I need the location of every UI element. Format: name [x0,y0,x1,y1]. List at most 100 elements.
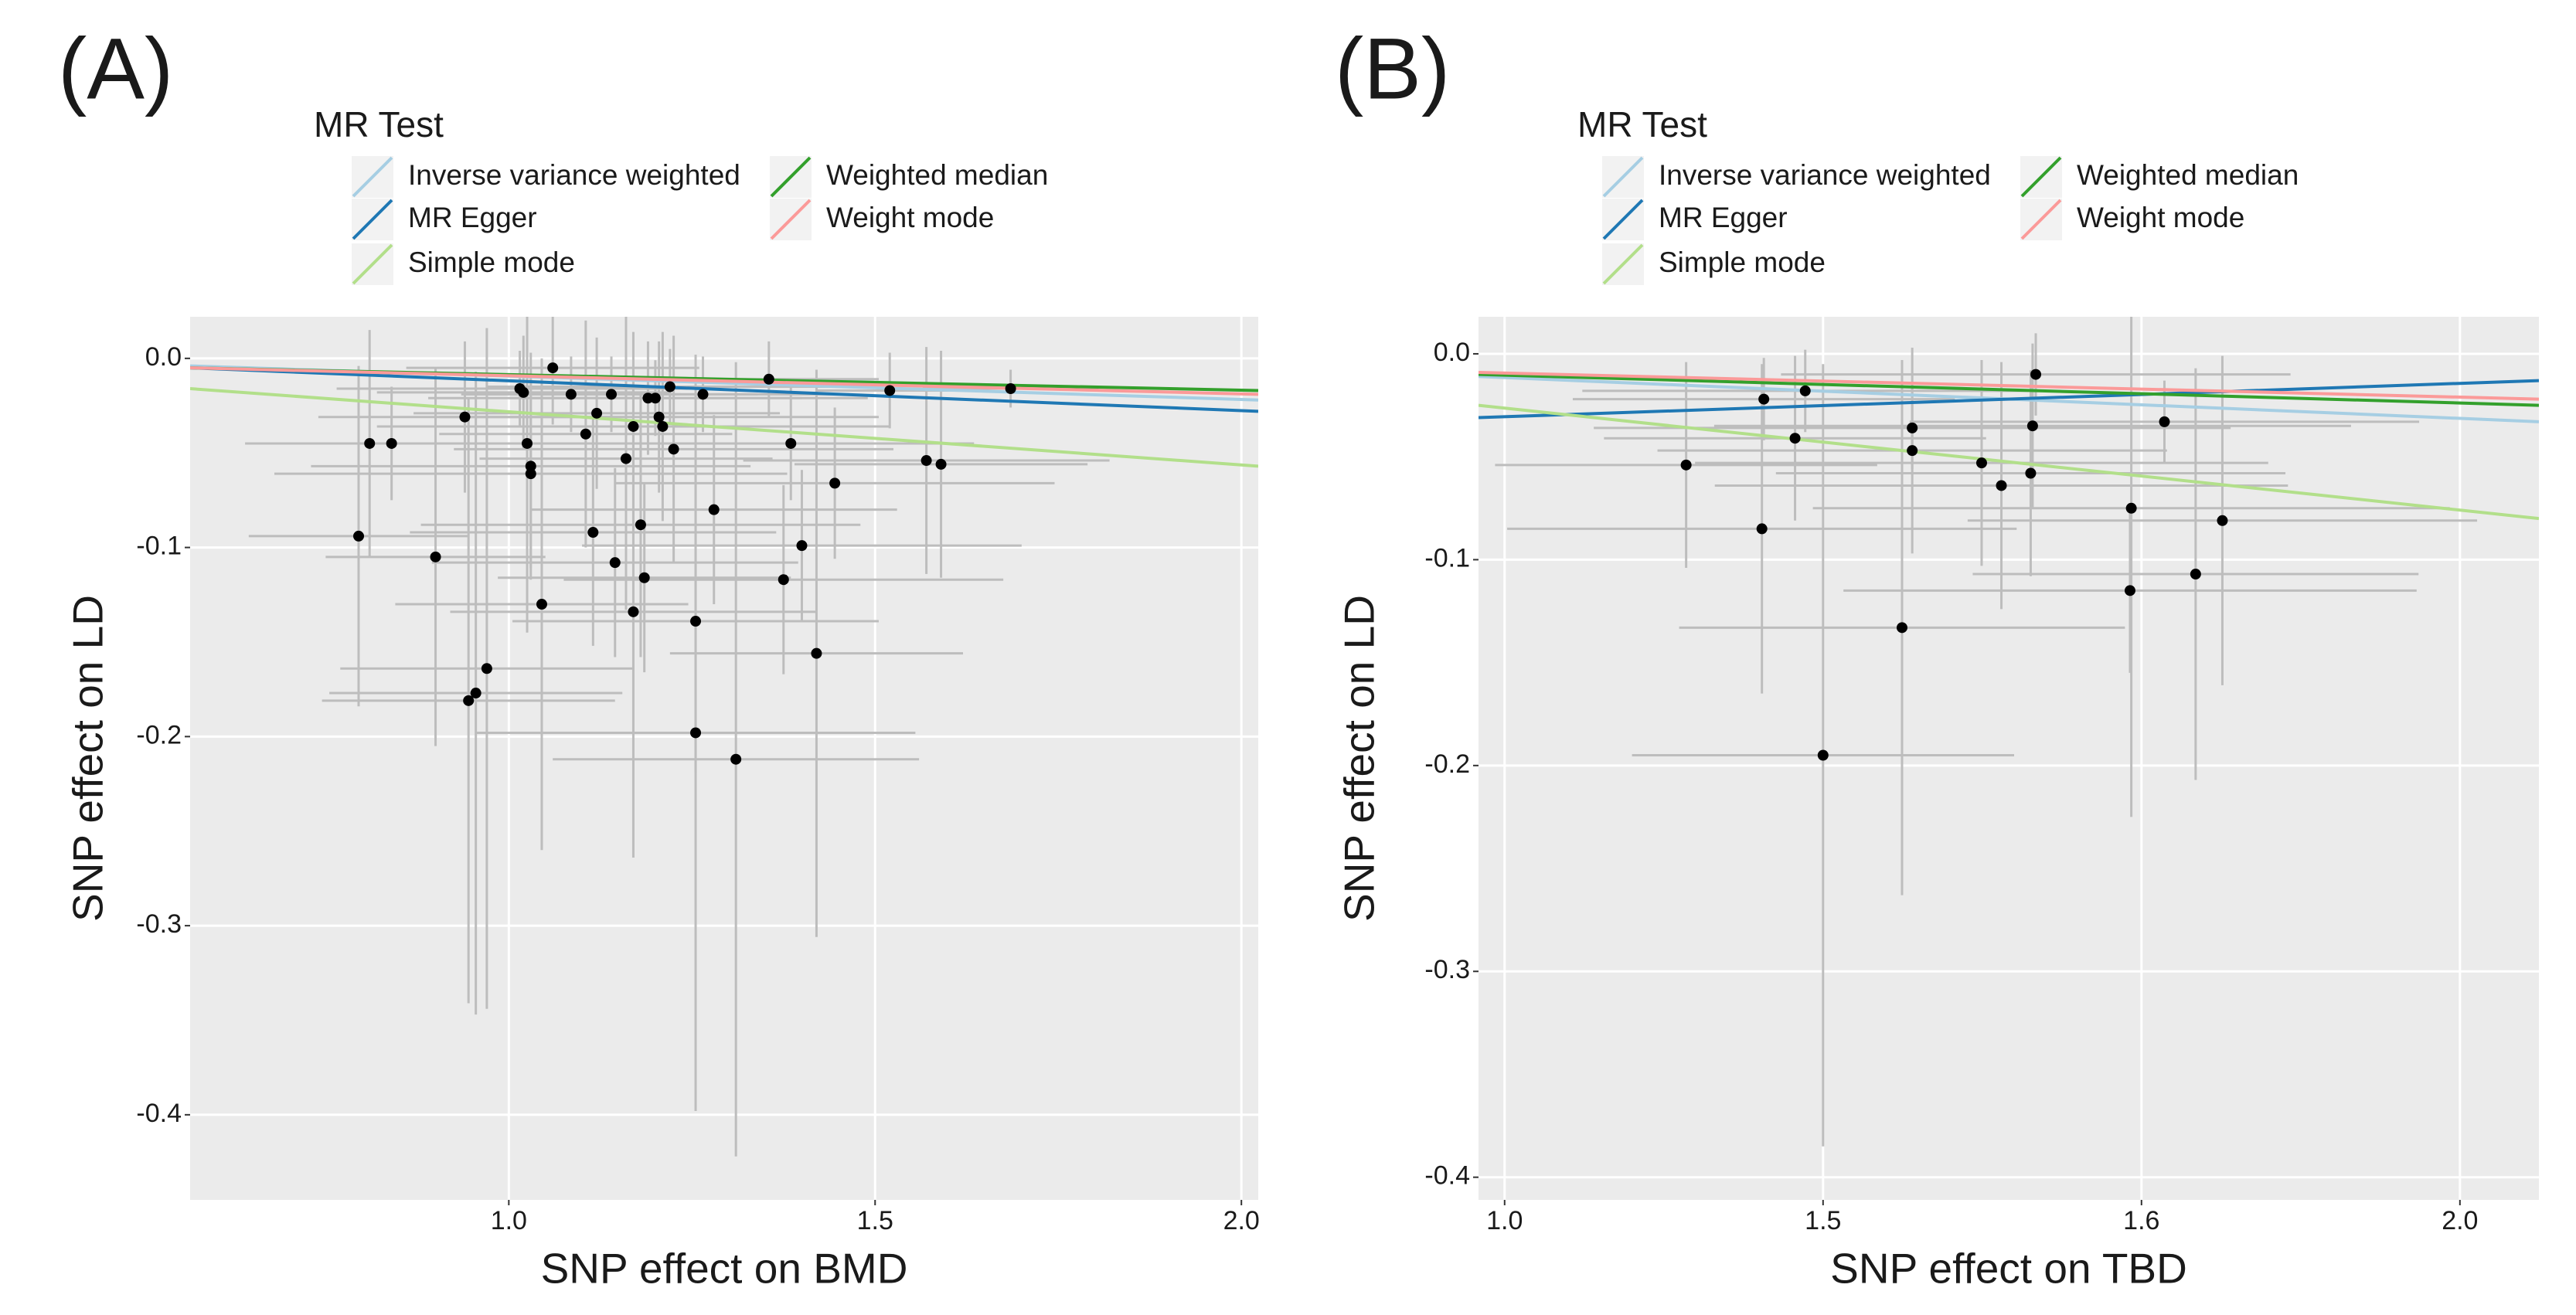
point [2030,369,2042,380]
point [1789,433,1801,444]
point [811,647,822,659]
point [668,443,679,455]
point [763,373,774,385]
point [620,453,631,464]
point [522,437,533,449]
x-axis-title: SNP effect on BMD [541,1245,908,1293]
point [730,753,742,765]
point [1758,393,1770,405]
legend-swatch [2020,156,2062,198]
point [2125,502,2137,514]
y-tick-label: 0.0 [145,342,182,372]
point [591,407,603,419]
point [606,389,618,400]
point [1680,459,1692,471]
regression-line [1479,372,2539,407]
legend-swatch [770,156,812,198]
x-tick-label: 1.0 [1486,1206,1523,1235]
point [1896,622,1907,634]
plot-area [1479,317,2539,1147]
x-tick-label: 1.6 [2123,1206,2159,1235]
point [525,468,536,480]
point [1799,385,1811,396]
y-axis-title: SNP effect on LD [64,595,112,922]
y-axis-title: SNP effect on LD [1336,595,1383,922]
point [635,519,646,531]
regression-line [190,387,1258,468]
legend-swatch [2020,199,2062,240]
regression-line [1479,370,2539,401]
point [353,530,365,542]
point [609,557,621,569]
point [364,437,376,449]
legend-title: MR Test [314,104,444,144]
legend-label: Inverse variance weighted [1659,159,1991,191]
y-tick-label: -0.1 [1424,543,1470,573]
point [580,428,591,440]
point [547,362,559,374]
point [649,392,661,404]
point [1996,480,2007,491]
legend-label: Weight mode [2077,202,2244,233]
point [785,437,797,449]
y-tick-label: -0.3 [136,909,182,939]
point [2159,416,2170,427]
point [2025,467,2037,479]
regression-line [1479,403,2539,521]
point [386,437,397,449]
legend-swatch [770,199,812,240]
regression-line [190,366,1258,413]
y-tick-label: -0.1 [136,532,182,561]
point [778,574,789,586]
y-tick-label: -0.4 [1424,1161,1470,1191]
point [829,477,841,489]
point [920,455,932,467]
point [459,411,471,423]
point [1005,383,1016,395]
point [536,599,547,610]
legend-label: Inverse variance weighted [408,159,740,191]
point [664,381,675,392]
point [708,504,720,515]
legend-label: Weighted median [826,159,1048,191]
legend-label: Weight mode [826,202,994,233]
point [463,695,475,706]
y-tick-label: -0.2 [1424,749,1470,779]
plot-background [1479,317,2539,1200]
y-tick-label: 0.0 [1434,338,1470,367]
plot-area [190,317,1258,1157]
point [2190,569,2201,580]
point [884,385,896,396]
point [2217,515,2228,526]
y-tick-label: -0.3 [1424,955,1470,984]
legend-swatch [1602,156,1644,198]
point [653,411,665,423]
x-tick-label: 1.5 [1805,1206,1841,1235]
regression-line [190,366,1258,396]
panel-label: (A) [58,21,173,117]
point [1907,445,1918,457]
legend-label: MR Egger [1659,202,1788,233]
legend-swatch [352,156,393,198]
point [1817,749,1829,761]
legend-label: Weighted median [2077,159,2299,191]
point [796,540,808,552]
legend-swatch [1602,199,1644,240]
point [1907,422,1918,433]
point [628,606,639,617]
x-tick-label: 2.0 [1223,1206,1260,1235]
y-tick-label: -0.2 [136,720,182,749]
point [628,420,639,432]
point [1756,523,1768,535]
point [690,727,702,739]
legend-label: MR Egger [408,202,537,233]
y-tick-label: -0.4 [136,1099,182,1128]
point [587,527,599,539]
point [430,551,441,562]
point [1975,457,1987,469]
x-tick-label: 1.5 [857,1206,893,1235]
legend-label: Simple mode [1659,246,1826,278]
point [697,389,709,400]
